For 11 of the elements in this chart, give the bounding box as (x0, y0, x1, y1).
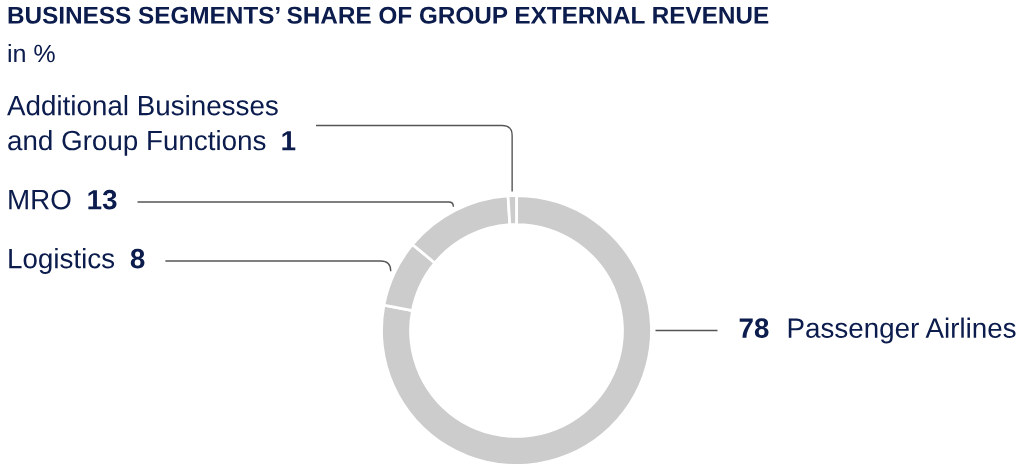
chart-subtitle: in % (8, 44, 55, 63)
data-label: 1 (282, 131, 296, 151)
data-label: 78 (739, 318, 769, 338)
chart-title: BUSINESS SEGMENTS’ SHARE OF GROUP EXTERNAL REVENUE (8, 6, 769, 24)
data-label: 8 (130, 248, 145, 269)
slice-label: Additional Businesses and Group Functions (7, 95, 278, 156)
slice-label: Logistics (9, 248, 115, 274)
data-label: 13 (88, 189, 117, 210)
slice-label: MRO (9, 189, 71, 210)
donut-slice (380, 194, 653, 467)
slice-label: Passenger Airlines (788, 317, 1016, 344)
